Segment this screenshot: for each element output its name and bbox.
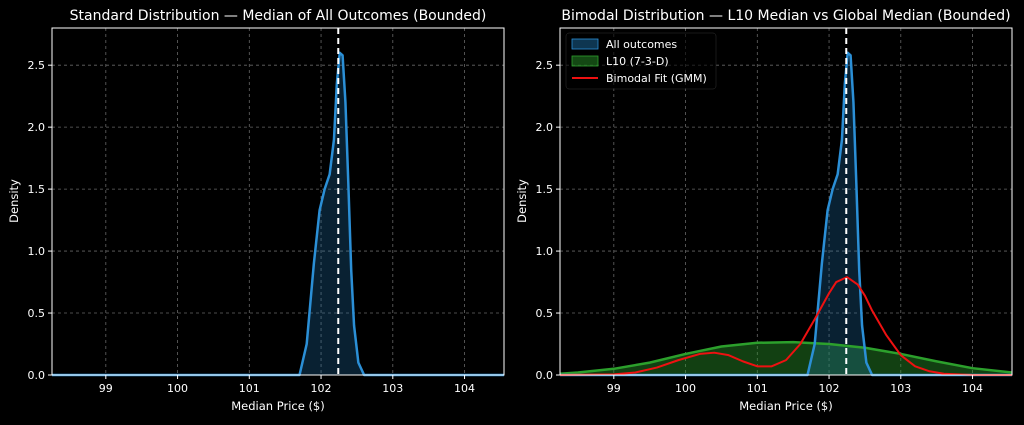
y-tick-label: 0.0 (28, 369, 46, 382)
x-tick-label: 101 (747, 382, 768, 395)
x-tick-label: 101 (239, 382, 260, 395)
legend-background (565, 32, 717, 90)
y-tick-label: 2.0 (28, 121, 46, 134)
legend-label-l10: L10 (7-3-D) (606, 55, 669, 68)
right-chart: Bimodal Distribution — L10 Median vs Glo… (515, 8, 1013, 413)
x-tick-label: 100 (675, 382, 696, 395)
y-tick-label: 2.5 (28, 59, 46, 72)
y-tick-label: 2.5 (536, 59, 554, 72)
left-chart-x-axis-label: Median Price ($) (231, 399, 324, 413)
x-tick-label: 99 (607, 382, 621, 395)
legend-swatch-all-outcomes (571, 38, 599, 50)
x-tick-label: 104 (962, 382, 983, 395)
legend-label-all-outcomes: All outcomes (606, 38, 677, 51)
right-chart-grid (560, 28, 1012, 376)
x-tick-label: 103 (890, 382, 911, 395)
series-line-gmm (559, 276, 1012, 376)
left-chart-y-axis-label: Density (7, 179, 21, 223)
right-chart-x-ticks: 99 100 101 102 103 104 (607, 375, 983, 395)
y-tick-label: 1.5 (28, 183, 46, 196)
left-chart-grid (52, 28, 504, 376)
left-chart: Standard Distribution — Median of All Ou… (7, 8, 505, 413)
x-tick-label: 102 (819, 382, 840, 395)
right-chart-title: Bimodal Distribution — L10 Median vs Glo… (561, 8, 1010, 24)
x-tick-label: 100 (167, 382, 188, 395)
series-area-l10 (560, 342, 1012, 375)
right-chart-y-axis-label: Density (515, 179, 529, 223)
series-line-l10 (559, 340, 1013, 376)
left-chart-x-ticks: 99 100 101 102 103 104 (99, 375, 475, 395)
legend-label-gmm: Bimodal Fit (GMM) (606, 72, 707, 85)
y-tick-label: 1.5 (536, 183, 554, 196)
right-chart-area-fills (560, 52, 1012, 375)
legend-swatch-l10 (571, 55, 599, 67)
x-tick-label: 104 (454, 382, 475, 395)
y-tick-label: 0.0 (536, 369, 554, 382)
y-tick-label: 2.0 (536, 121, 554, 134)
x-tick-label: 99 (99, 382, 113, 395)
right-chart-axes-frame (559, 27, 1013, 376)
left-chart-title: Standard Distribution — Median of All Ou… (70, 8, 487, 24)
right-chart-x-axis-label: Median Price ($) (739, 399, 832, 413)
y-tick-label: 0.5 (536, 307, 554, 320)
x-tick-label: 103 (382, 382, 403, 395)
y-tick-label: 0.5 (28, 307, 46, 320)
y-tick-label: 1.0 (536, 245, 554, 258)
x-tick-label: 102 (311, 382, 332, 395)
left-chart-y-ticks: 0.0 0.5 1.0 1.5 2.0 2.5 (28, 59, 52, 382)
right-chart-legend: All outcomes L10 (7-3-D) Bimodal Fit (GM… (565, 32, 717, 90)
left-chart-axes-frame (51, 27, 505, 376)
y-tick-label: 1.0 (28, 245, 46, 258)
right-chart-y-ticks: 0.0 0.5 1.0 1.5 2.0 2.5 (536, 59, 560, 382)
